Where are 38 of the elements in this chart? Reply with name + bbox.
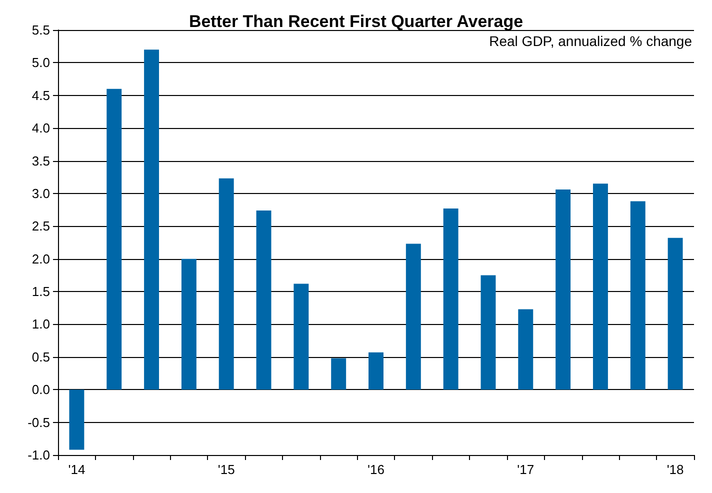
y-tick-label: 3.5 [32, 153, 50, 168]
y-tick-label: 5.0 [32, 55, 50, 70]
y-tick-label: 5.5 [32, 22, 50, 38]
bar [406, 244, 421, 390]
bar [443, 208, 458, 390]
y-tick-label: 0.5 [32, 349, 50, 364]
bar [592, 184, 608, 390]
annotation: Real GDP, annualized % change [489, 33, 692, 49]
x-tick-label: '16 [368, 462, 384, 477]
bar [256, 210, 272, 390]
bar [181, 258, 196, 390]
bar [518, 309, 534, 390]
y-tick-label: 4.0 [32, 120, 50, 136]
y-tick-label: 2.0 [32, 251, 50, 266]
x-tick-label: '14 [68, 462, 86, 477]
bar [668, 238, 683, 390]
y-tick-label: -0.5 [28, 414, 50, 430]
x-tick-label: '18 [666, 462, 684, 477]
y-tick-label: 1.0 [32, 316, 50, 332]
y-tick-label: -1.0 [28, 448, 50, 462]
bar [218, 178, 234, 390]
y-tick-label: 0.0 [32, 382, 50, 398]
bar [144, 50, 160, 390]
bar [106, 88, 122, 390]
y-tick-label: 1.5 [32, 284, 50, 300]
bar [368, 352, 384, 390]
y-tick-label: 3.0 [32, 186, 50, 201]
bar [294, 284, 309, 390]
chart-title: Better Than Recent First Quarter Average [188, 12, 524, 31]
y-tick-label: 2.5 [32, 218, 50, 234]
bar [630, 201, 646, 390]
bar [331, 358, 346, 390]
bar [480, 275, 496, 390]
y-tick-label: 4.5 [32, 88, 50, 103]
bar [556, 190, 571, 390]
bar [69, 390, 84, 450]
x-tick-label: '15 [218, 462, 235, 477]
x-tick-label: '17 [517, 462, 534, 477]
